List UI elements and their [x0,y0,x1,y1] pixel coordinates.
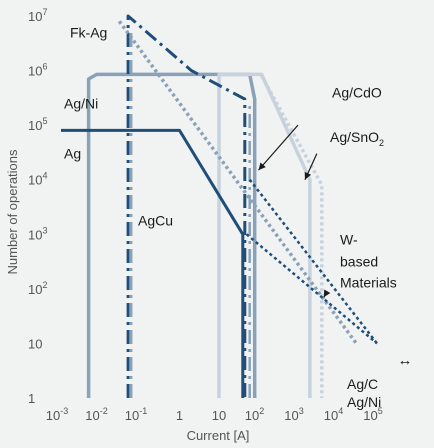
annotation-label-8: based [340,253,378,269]
annotation-label-4: AgCu [138,212,173,228]
annotation-label-2: Ag/Ni [64,95,98,111]
y-tick-labels: 1 10 102 103 104 105 106 107 [28,7,47,406]
annotation-label-9: Materials [340,275,397,291]
x-axis-label: Current [A] [187,428,250,443]
arrow-layer [258,124,331,298]
x-tick-labels: 10-3 10-2 10-1 1 10 102 103 104 105 [46,406,383,423]
y-tick-label-2: 10 [28,336,42,351]
annotation-label-5: Ag/CdO [332,84,382,100]
y-axis-label: Number of operations [5,149,20,275]
annotation-layer: Fk-Ag Ag/Ni Ag AgCu Ag/CdO Ag/SnO2 W-based Mate… [64,24,397,409]
annotation-arrow-1 [258,124,299,171]
annotation-label-1: Fk-Ag [70,24,107,40]
y-tick-label-8: 107 [28,7,47,24]
annotation-label-10: Ag/C [347,376,378,392]
series-line-10 [245,233,378,345]
series-line-3 [61,128,245,398]
y-tick-label-5: 104 [28,171,47,188]
annotation-arrow-3 [323,289,331,298]
annotation-label-3: Ag [64,146,81,162]
series-line-1 [86,72,257,398]
series-line-2 [217,72,312,398]
annotation-label-6: Ag/SnO2 [330,129,384,148]
y-tick-label-1: 1 [28,391,35,406]
x-tick-label-9: 105 [363,406,382,423]
series-line-7 [117,20,358,345]
annotation-label-7: W- [340,232,358,248]
legend-double-arrow-icon: ↔ [398,352,413,369]
series-line-8 [260,75,324,398]
x-tick-label-2: 10-2 [85,406,107,423]
x-tick-label-3: 10-1 [125,406,147,423]
x-tick-label-1: 10-3 [46,406,68,423]
y-tick-label-6: 105 [28,116,47,133]
series-line-4 [126,14,247,398]
y-tick-label-4: 103 [28,225,47,242]
x-tick-label-8: 104 [324,406,343,423]
x-tick-label-6: 102 [245,406,264,423]
series-layer [61,14,378,398]
annotation-arrow-2 [304,153,318,180]
y-tick-label-3: 102 [28,280,47,297]
x-tick-label-7: 103 [284,406,303,423]
series-line-9 [248,178,378,345]
x-tick-label-4: 1 [176,408,183,423]
x-tick-label-5: 10 [212,408,226,423]
annotation-label-11: Ag/Ni [347,394,381,410]
y-tick-label-7: 106 [28,62,47,79]
